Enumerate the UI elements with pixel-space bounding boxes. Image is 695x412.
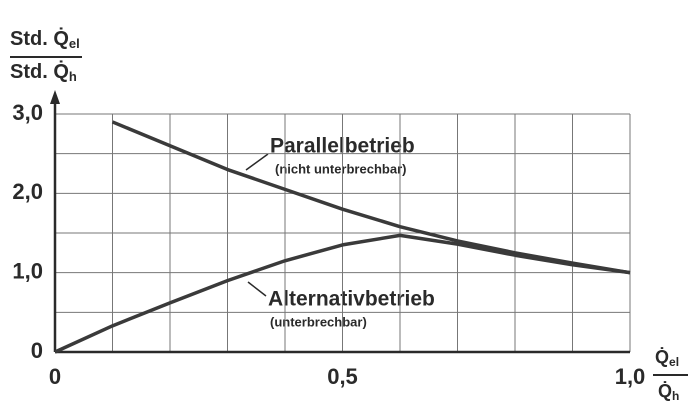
y-label-numerator: Std. Q̇el bbox=[10, 26, 80, 51]
y-label-num-sub: el bbox=[69, 36, 80, 51]
series-line bbox=[111, 120, 631, 275]
x-tick-label: 0 bbox=[49, 364, 61, 389]
x-label-den-main: Q̇ bbox=[658, 380, 672, 401]
y-tick-label: 2,0 bbox=[12, 179, 43, 204]
x-label-numerator: Q̇el bbox=[655, 346, 679, 369]
x-tick-label: 0,5 bbox=[327, 364, 358, 389]
x-tick-label: 1,0 bbox=[615, 364, 646, 389]
leader-line bbox=[245, 153, 269, 171]
y-tick-label: 1,0 bbox=[12, 258, 43, 283]
series-line bbox=[54, 233, 631, 354]
y-label-den-main: Std. Q̇ bbox=[10, 59, 69, 83]
y-axis-arrow bbox=[50, 90, 60, 104]
y-label-num-main: Std. Q̇ bbox=[10, 26, 69, 50]
x-label-num-main: Q̇ bbox=[655, 346, 669, 367]
leader-line bbox=[247, 281, 267, 297]
y-label-den-sub: h bbox=[69, 69, 77, 84]
x-label-den-sub: h bbox=[672, 389, 679, 403]
series-note: (nicht unterbrechbar) bbox=[275, 161, 406, 176]
y-tick-label: 3,0 bbox=[12, 100, 43, 125]
y-tick-label: 0 bbox=[31, 338, 43, 363]
y-label-denominator: Std. Q̇h bbox=[10, 59, 77, 84]
series-label: Alternativbetrieb bbox=[268, 288, 435, 311]
x-label-num-sub: el bbox=[669, 355, 679, 369]
x-label-denominator: Q̇h bbox=[658, 380, 679, 403]
